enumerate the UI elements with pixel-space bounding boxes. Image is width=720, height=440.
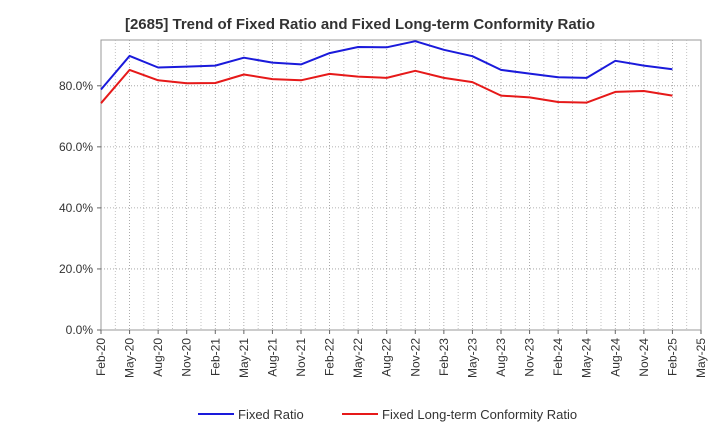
legend-label-2: Fixed Long-term Conformity Ratio bbox=[382, 407, 577, 422]
grid-layer bbox=[100, 39, 702, 331]
x-tick-label: May-20 bbox=[123, 338, 137, 378]
legend: Fixed Ratio Fixed Long-term Conformity Ra… bbox=[198, 407, 577, 422]
x-tick-label: Aug-24 bbox=[608, 338, 622, 377]
y-tick-label: 60.0% bbox=[59, 140, 93, 154]
y-tick-label: 80.0% bbox=[59, 79, 93, 93]
x-tick-label: May-25 bbox=[694, 338, 708, 378]
chart-title: [2685] Trend of Fixed Ratio and Fixed Lo… bbox=[124, 16, 596, 33]
x-tick-label: Nov-24 bbox=[637, 338, 651, 377]
x-tick-label: Feb-20 bbox=[94, 338, 108, 376]
x-tick-label: Aug-20 bbox=[151, 338, 165, 377]
x-tick-label: Nov-22 bbox=[408, 338, 422, 377]
series-line-2 bbox=[100, 68, 673, 104]
x-tick-label: Aug-23 bbox=[494, 338, 508, 377]
x-tick-label: Nov-23 bbox=[523, 338, 537, 377]
legend-label-1: Fixed Ratio bbox=[238, 407, 304, 422]
x-tick-label: Aug-21 bbox=[265, 338, 279, 377]
axis-layer: 0.0% 20.0% 40.0% 60.0% 80.0% Feb-20 May-20 Aug-… bbox=[59, 79, 708, 378]
x-tick-label: Feb-22 bbox=[323, 338, 337, 376]
x-tick-label: Nov-21 bbox=[294, 338, 308, 377]
x-tick-label: Feb-25 bbox=[665, 338, 679, 376]
x-tick-label: May-22 bbox=[351, 338, 365, 378]
x-tick-label: May-23 bbox=[465, 338, 479, 378]
y-tick-label: 0.0% bbox=[66, 323, 94, 337]
x-tick-label: May-24 bbox=[580, 338, 594, 378]
y-tick-label: 40.0% bbox=[59, 201, 93, 215]
series-line-1 bbox=[100, 40, 673, 91]
x-tick-label: Aug-22 bbox=[380, 338, 394, 377]
x-tick-label: Feb-21 bbox=[208, 338, 222, 376]
series-layer bbox=[100, 40, 673, 104]
x-tick-label: May-21 bbox=[237, 338, 251, 378]
y-tick-label: 20.0% bbox=[59, 262, 93, 276]
x-tick-label: Feb-23 bbox=[437, 338, 451, 376]
x-tick-label: Feb-24 bbox=[551, 338, 565, 376]
x-tick-label: Nov-20 bbox=[180, 338, 194, 377]
